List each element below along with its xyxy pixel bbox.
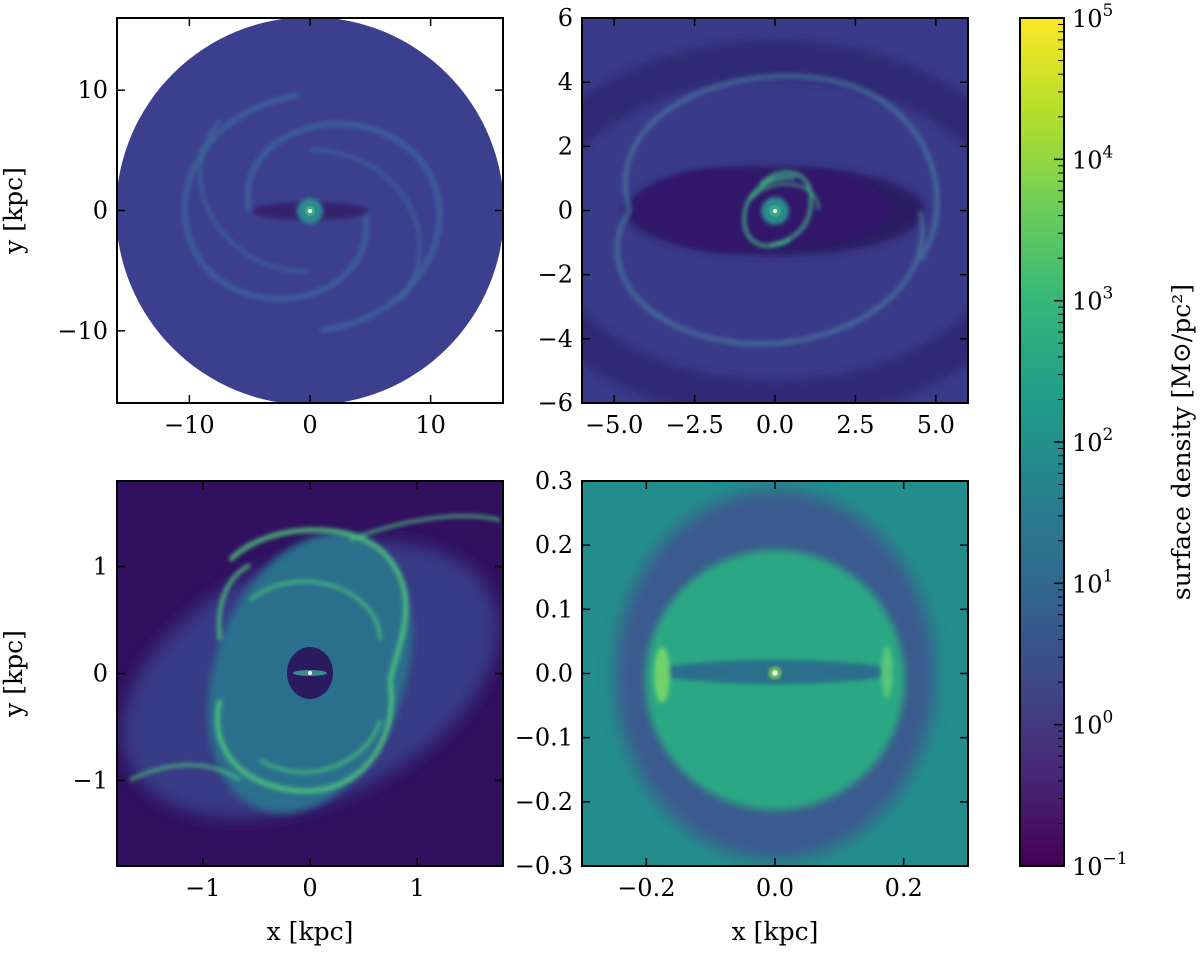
- colorbar-tick-label: 104: [1072, 142, 1113, 174]
- panel-top-right: −5.0 −2.5 0.0 2.5 5.0 −6 −4 −2 0 2 4 6: [538, 4, 969, 439]
- colorbar-tick-label: 105: [1072, 1, 1113, 33]
- y-tick-label: 1: [93, 553, 108, 581]
- y-tick-label: −0.1: [515, 724, 573, 752]
- x-tick-label: 5.0: [917, 411, 955, 439]
- y-tick-label: 0: [558, 197, 573, 225]
- y-tick-label: −0.2: [515, 788, 573, 816]
- y-tick-label: −1: [73, 766, 108, 794]
- density-map-top-left: [117, 18, 503, 403]
- y-axis-label: y [kpc]: [0, 167, 28, 255]
- y-tick-label: 4: [558, 68, 573, 96]
- x-tick-label: −2.5: [665, 411, 723, 439]
- x-tick-label: −0.2: [617, 874, 675, 902]
- colorbar-tick-label: 100: [1072, 708, 1113, 740]
- x-tick-label: 1: [410, 874, 425, 902]
- density-map-bottom-right: [582, 481, 968, 866]
- colorbar: 10−1 100 101 102 103 104 105 surface density […: [1019, 1, 1196, 881]
- y-tick-label: −4: [538, 325, 573, 353]
- y-tick-label: 2: [558, 132, 573, 160]
- y-tick-label: 0.1: [535, 595, 573, 623]
- y-tick-label: −2: [538, 261, 573, 289]
- colorbar-tick-label: 10−1: [1072, 849, 1128, 881]
- colorbar-ticks: 10−1 100 101 102 103 104 105: [1054, 1, 1128, 881]
- panel-top-left: −10 0 10 −10 0 10 y [kpc]: [0, 17, 504, 439]
- x-tick-label: 0.2: [885, 874, 923, 902]
- x-tick-label: 0: [302, 874, 317, 902]
- panel-bottom-left: −1 0 1 −1 0 1 x [kpc] y [kpc]: [0, 480, 504, 946]
- ticks-top-left: −10 0 10 −10 0 10 y [kpc]: [0, 18, 503, 439]
- x-axis-label: x [kpc]: [267, 917, 354, 946]
- x-tick-label: 2.5: [836, 411, 874, 439]
- y-axis-label: y [kpc]: [0, 630, 28, 718]
- y-tick-label: 0.2: [535, 531, 573, 559]
- y-tick-label: 0: [93, 660, 108, 688]
- ticks-bottom-right: −0.2 0.0 0.2 −0.3 −0.2 −0.1 0.0 0.1 0.2 0.3 x [kpc…: [515, 467, 968, 946]
- colorbar-tick-label: 101: [1072, 566, 1113, 598]
- x-tick-label: −5.0: [585, 411, 643, 439]
- x-tick-label: 0.0: [756, 874, 794, 902]
- y-tick-label: 0.0: [535, 660, 573, 688]
- x-tick-label: −10: [164, 411, 215, 439]
- density-map-top-right: [582, 18, 968, 403]
- ticks-top-right: −5.0 −2.5 0.0 2.5 5.0 −6 −4 −2 0 2 4 6: [538, 4, 968, 439]
- y-tick-label: 0.3: [535, 467, 573, 495]
- y-tick-label: 6: [558, 4, 573, 32]
- x-axis-label: x [kpc]: [732, 917, 819, 946]
- y-tick-label: 0: [93, 197, 108, 225]
- x-tick-label: 0: [302, 411, 317, 439]
- y-tick-label: −10: [57, 317, 108, 345]
- x-tick-label: −1: [185, 874, 220, 902]
- x-tick-label: 10: [415, 411, 446, 439]
- density-map-bottom-left: [117, 481, 503, 866]
- colorbar-tick-label: 103: [1072, 284, 1113, 316]
- y-tick-label: 10: [77, 76, 108, 104]
- x-tick-label: 0.0: [756, 411, 794, 439]
- colorbar-label: surface density [M⊙/pc²]: [1167, 284, 1196, 600]
- ticks-bottom-left: −1 0 1 −1 0 1 x [kpc] y [kpc]: [0, 481, 503, 946]
- panel-bottom-right: −0.2 0.0 0.2 −0.3 −0.2 −0.1 0.0 0.1 0.2 0.3 x [kpc…: [515, 467, 969, 946]
- y-tick-label: −6: [538, 389, 573, 417]
- colorbar-tick-label: 102: [1072, 425, 1113, 457]
- y-tick-label: −0.3: [515, 852, 573, 880]
